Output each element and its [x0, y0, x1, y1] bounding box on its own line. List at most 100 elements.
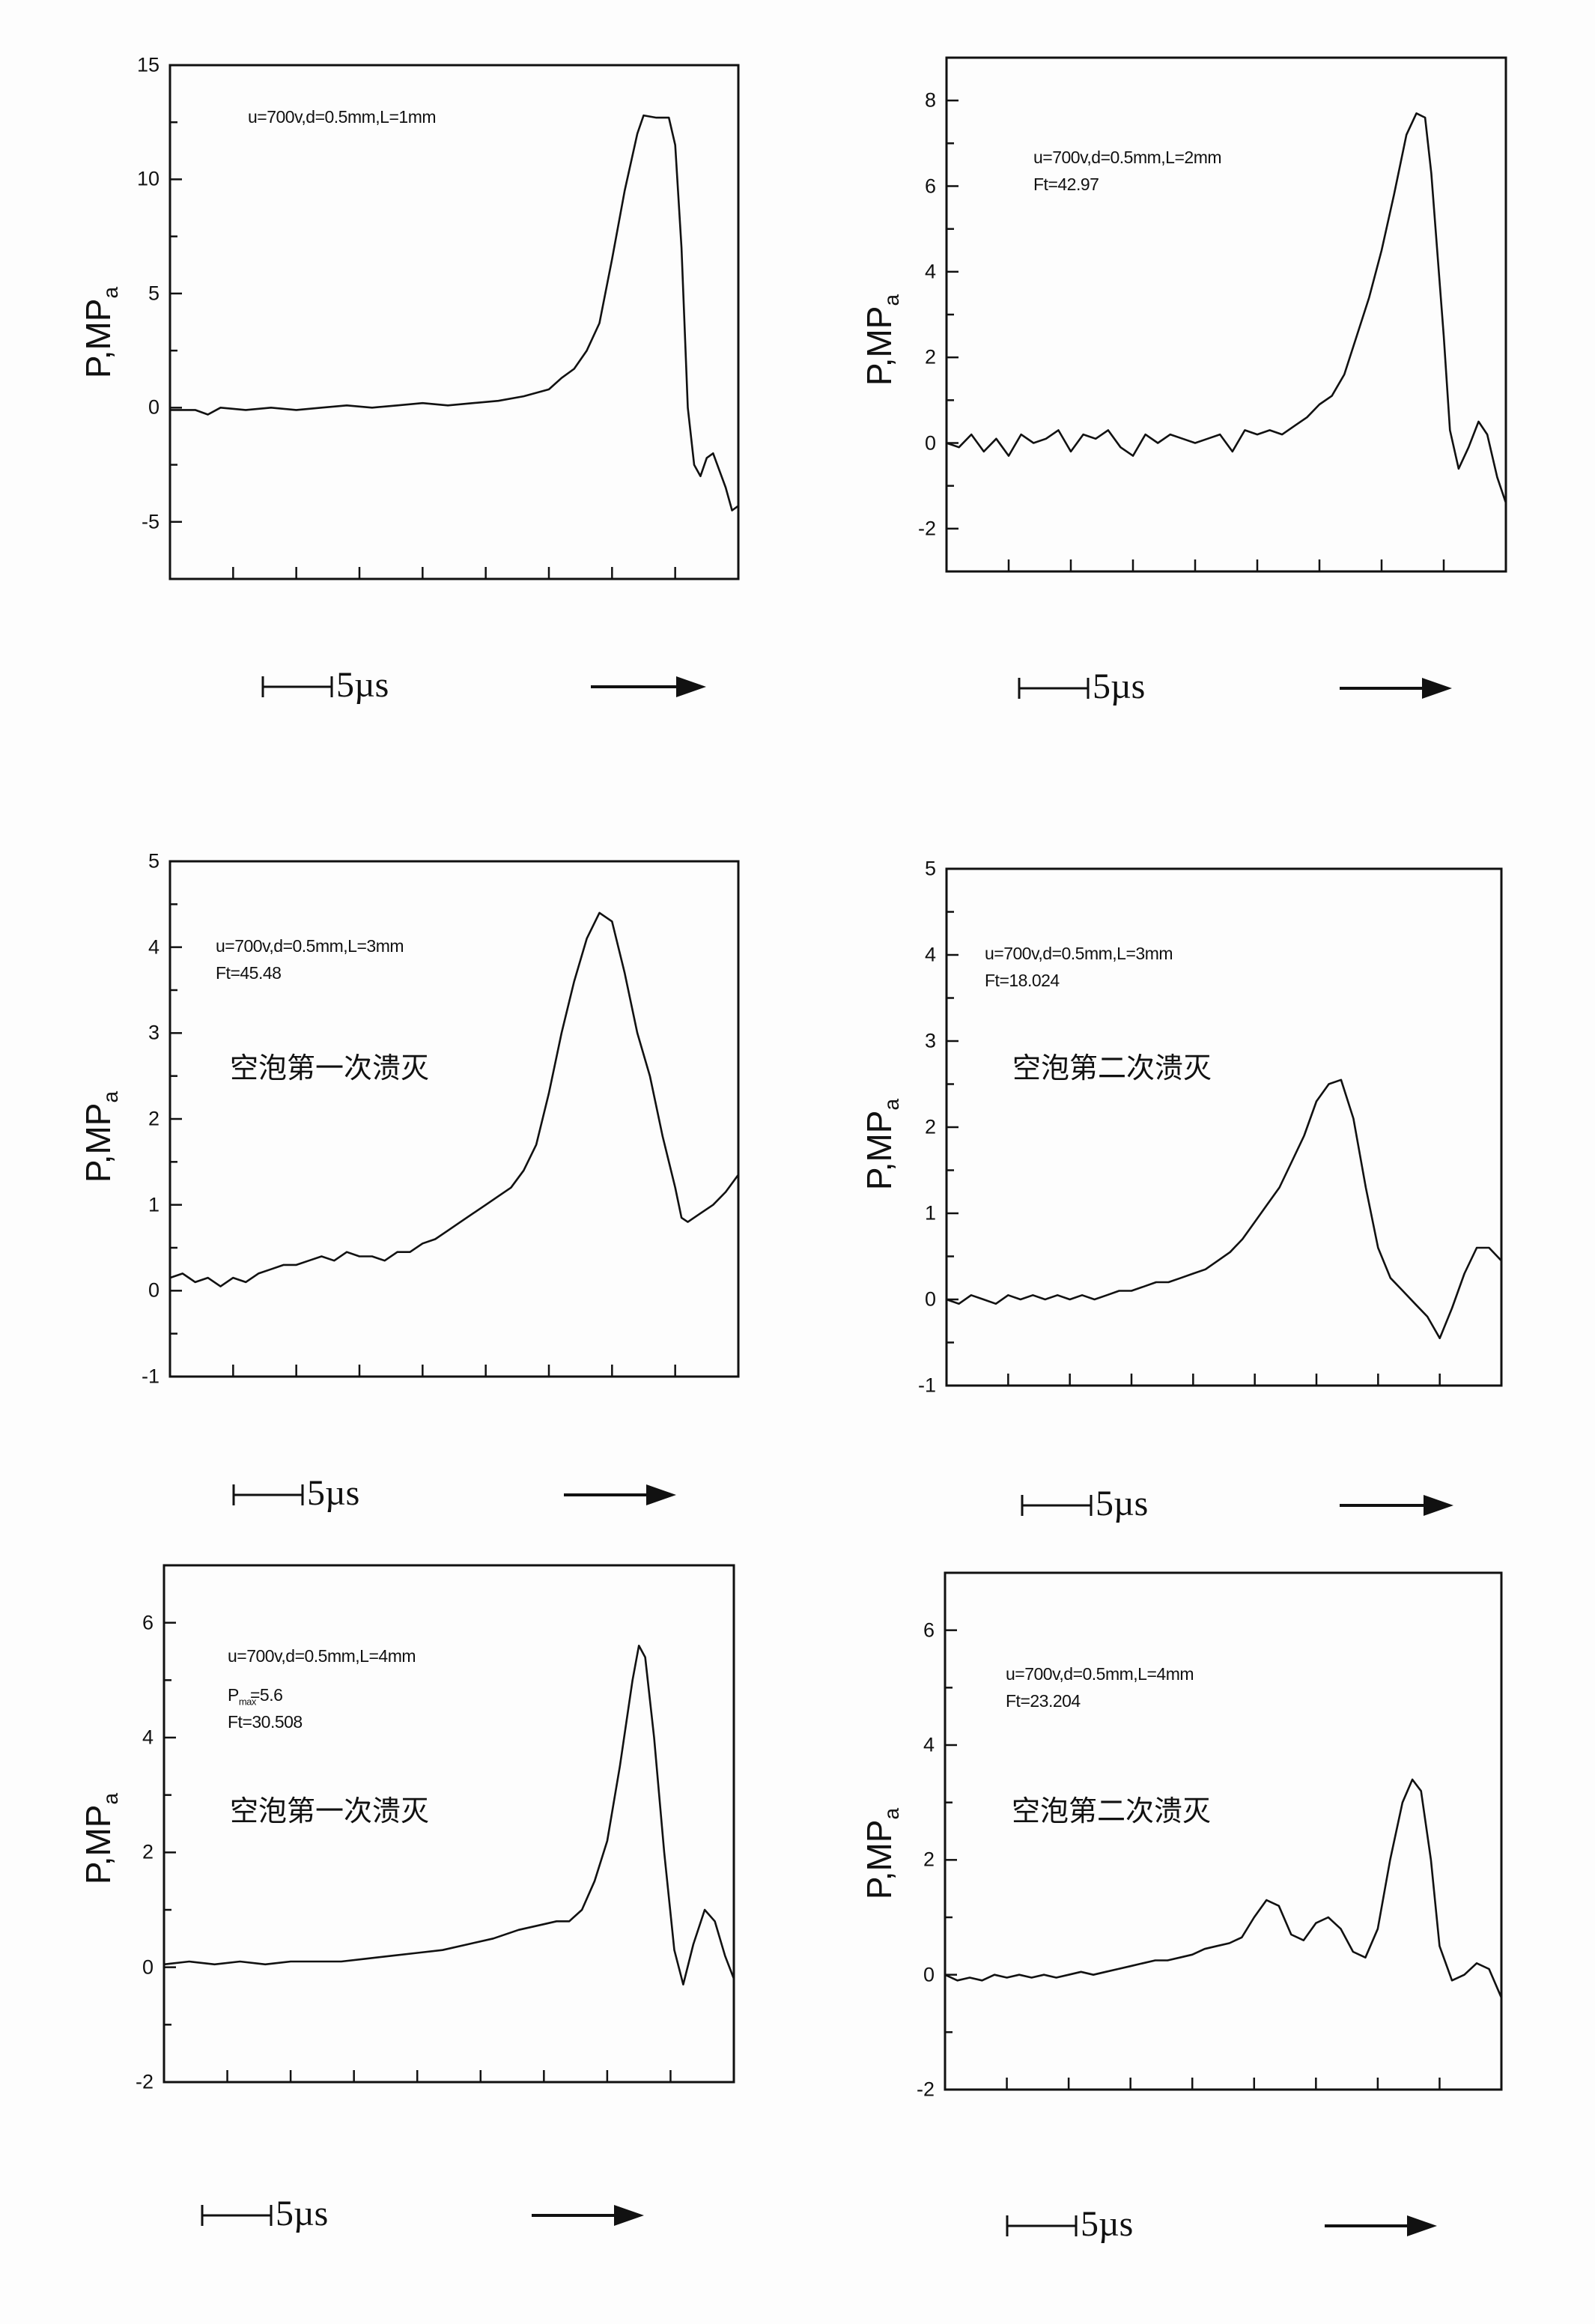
annotation-text: u=700v,d=0.5mm,L=1mm: [248, 107, 437, 127]
y-axis-label-main: P,MP: [859, 1110, 899, 1191]
y-tick-label: 0: [142, 1956, 154, 1979]
chart-4: [945, 867, 1503, 1387]
y-tick-label: 10: [136, 167, 160, 190]
y-tick-label: 0: [924, 431, 936, 454]
y-tick-label: -1: [141, 1365, 160, 1388]
y-tick-label: 3: [924, 1029, 936, 1052]
y-tick-label: -1: [917, 1374, 936, 1397]
y-axis-label: P,MPa: [859, 1099, 904, 1190]
y-axis-label: P,MPa: [78, 1091, 123, 1183]
plot-frame: [162, 1564, 735, 2084]
y-tick-label: 2: [924, 1115, 936, 1138]
annotation-text: Ft=18.024: [985, 971, 1060, 990]
annotation-text: Ft=23.204: [1006, 1691, 1081, 1711]
annotation-text: u=700v,d=0.5mm,L=3mm: [985, 944, 1173, 963]
collapse-label: 空泡第二次溃灭: [1012, 1794, 1212, 1827]
plot-frame: [944, 1571, 1503, 2091]
y-tick-label: 0: [924, 1287, 936, 1311]
chart-1: [168, 64, 740, 580]
y-tick-label: 5: [148, 282, 160, 305]
y-tick-label: -2: [916, 2078, 935, 2101]
annotation-text: u=700v,d=0.5mm,L=3mm: [216, 936, 404, 956]
scale-bar-label: 5µs: [1093, 666, 1146, 706]
y-tick-label: 8: [924, 88, 936, 112]
time-arrow-head-icon: [1422, 678, 1452, 699]
pressure-series-line: [946, 112, 1507, 503]
chart-5: [162, 1564, 735, 2084]
y-tick-label: 5: [924, 857, 936, 880]
y-axis-label-main: P,MP: [859, 306, 899, 386]
y-tick-label: 2: [924, 345, 936, 368]
annotation-text: Ft=45.48: [216, 963, 282, 983]
y-tick-label: 4: [142, 1726, 154, 1749]
y-tick-label: 6: [923, 1618, 935, 1642]
y-tick-label: 4: [924, 943, 936, 966]
y-tick-label: 0: [923, 1963, 935, 1986]
y-axis-label-main: P,MP: [859, 1819, 899, 1900]
annotation-text: u=700v,d=0.5mm,L=4mm: [228, 1646, 416, 1666]
y-axis-label-subscript: a: [99, 1090, 123, 1103]
y-axis-label-main: P,MP: [78, 1804, 118, 1885]
y-axis-label: P,MPa: [859, 294, 904, 386]
pmax-symbol-main: P: [228, 1685, 239, 1705]
y-tick-label: -2: [917, 517, 936, 540]
time-arrow-head-icon: [1424, 1495, 1453, 1516]
chart-3: [168, 860, 740, 1378]
annotation-text: =5.6: [250, 1685, 283, 1705]
y-tick-label: 2: [923, 1848, 935, 1871]
y-axis-label-subscript: a: [99, 286, 123, 299]
y-axis-label-subscript: a: [880, 294, 904, 306]
y-tick-label: 0: [148, 1278, 160, 1302]
pressure-series-line: [169, 911, 740, 1287]
time-arrow-head-icon: [646, 1484, 676, 1505]
collapse-label: 空泡第一次溃灭: [230, 1052, 430, 1084]
y-axis-label-main: P,MP: [78, 1102, 118, 1183]
pressure-series-line: [946, 1078, 1502, 1340]
y-tick-label: 1: [924, 1201, 936, 1225]
time-arrow-head-icon: [614, 2205, 644, 2226]
y-axis-label: P,MPa: [859, 1808, 904, 1899]
y-tick-label: 4: [924, 260, 936, 283]
scale-bar-label: 5µs: [1081, 2203, 1134, 2244]
y-tick-label: 1: [148, 1193, 160, 1216]
time-arrow-head-icon: [1407, 2215, 1437, 2236]
chart-2: [945, 56, 1507, 573]
y-axis-label-main: P,MP: [78, 298, 118, 379]
annotation-text: Ft=30.508: [228, 1712, 303, 1732]
y-axis-label-subscript: a: [99, 1792, 123, 1805]
collapse-label: 空泡第二次溃灭: [1012, 1052, 1212, 1084]
pmax-symbol: Pmax: [228, 1685, 256, 1708]
scale-bar-label: 5µs: [1096, 1483, 1149, 1523]
y-tick-label: 4: [148, 935, 160, 959]
y-tick-label: -2: [135, 2070, 154, 2093]
y-tick-label: 6: [924, 175, 936, 197]
y-tick-label: 2: [148, 1107, 160, 1130]
chart-6: [944, 1571, 1503, 2091]
y-tick-label: 3: [148, 1021, 160, 1044]
scale-bar-label: 5µs: [307, 1472, 360, 1513]
pressure-series-line: [944, 1778, 1503, 1998]
collapse-label: 空泡第一次溃灭: [230, 1794, 430, 1827]
plot-frame: [945, 56, 1507, 573]
annotation-text: u=700v,d=0.5mm,L=4mm: [1006, 1664, 1194, 1684]
y-tick-label: 6: [142, 1611, 154, 1634]
pressure-series-line: [163, 1645, 735, 1985]
y-axis-label-subscript: a: [880, 1807, 904, 1820]
y-tick-label: 4: [923, 1733, 935, 1756]
y-tick-label: 5: [148, 849, 160, 873]
time-arrow-head-icon: [676, 676, 706, 697]
y-tick-label: 15: [136, 53, 160, 76]
y-axis-label-subscript: a: [880, 1098, 904, 1111]
pressure-series-line: [170, 114, 739, 512]
scale-bar-label: 5µs: [336, 664, 389, 705]
annotation-text: Ft=42.97: [1033, 175, 1099, 194]
y-tick-label: 0: [148, 395, 160, 419]
plot-frame: [168, 64, 740, 580]
pmax-symbol-subscript: max: [238, 1696, 257, 1708]
y-tick-label: -5: [141, 510, 160, 533]
y-axis-label: P,MPa: [78, 1793, 123, 1884]
annotation-text: u=700v,d=0.5mm,L=2mm: [1033, 148, 1222, 167]
y-axis-label: P,MPa: [78, 287, 123, 378]
